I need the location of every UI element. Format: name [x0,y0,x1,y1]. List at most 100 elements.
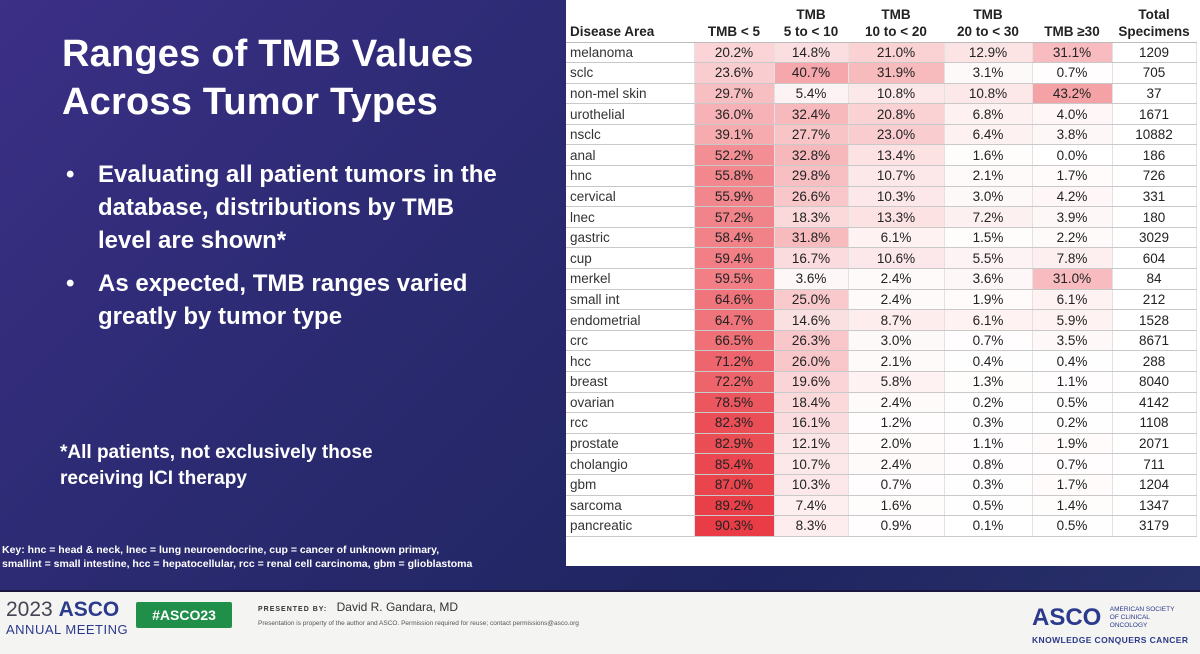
total-specimens-cell: 705 [1112,62,1197,84]
total-specimens-cell: 1671 [1112,103,1197,125]
tmb-percent-cell: 82.9% [694,433,775,455]
property-note: Presentation is property of the author a… [258,620,579,627]
tmb-percent-cell: 6.1% [944,309,1033,331]
disease-area-cell: pancreatic [566,515,695,537]
presented-by-label: PRESENTED BY: [258,606,328,613]
meeting-year: 2023 [6,598,53,621]
table-row: sclc 23.6% 40.7% 31.9% 3.1% 0.7% 705 [566,62,1197,84]
tmb-percent-cell: 1.1% [944,433,1033,455]
tagline: KNOWLEDGE CONQUERS CANCER [1032,635,1189,645]
table-row: gastric 58.4% 31.8% 6.1% 1.5% 2.2% 3029 [566,227,1197,249]
tmb-percent-cell: 10.8% [944,83,1033,105]
tmb-percent-cell: 10.3% [774,474,849,496]
tmb-percent-cell: 0.4% [944,350,1033,372]
total-specimens-cell: 2071 [1112,433,1197,455]
tmb-percent-cell: 21.0% [848,42,945,64]
table-row: merkel 59.5% 3.6% 2.4% 3.6% 31.0% 84 [566,268,1197,290]
table-row: hnc 55.8% 29.8% 10.7% 2.1% 1.7% 726 [566,165,1197,187]
table-column-header: TMB 10 to < 20 [848,0,944,43]
tmb-percent-cell: 8.3% [774,515,849,537]
total-specimens-cell: 37 [1112,83,1197,105]
tmb-percent-cell: 31.9% [848,62,945,84]
asco-logo-text: ASCO [1032,604,1102,631]
total-specimens-cell: 1108 [1112,412,1197,434]
tmb-percent-cell: 31.8% [774,227,849,249]
tmb-percent-cell: 1.7% [1032,165,1113,187]
table-row: anal 52.2% 32.8% 13.4% 1.6% 0.0% 186 [566,144,1197,167]
tmb-percent-cell: 0.5% [944,495,1033,517]
abbreviation-key-line-2: smallint = small intestine, hcc = hepato… [2,558,473,570]
total-specimens-cell: 84 [1112,268,1197,290]
meeting-brand: ASCO [58,598,120,621]
tmb-percent-cell: 10.3% [848,186,945,208]
disease-area-cell: lnec [566,206,695,228]
tmb-percent-cell: 6.1% [1032,289,1113,311]
total-specimens-cell: 186 [1112,144,1197,167]
table-row: cervical 55.9% 26.6% 10.3% 3.0% 4.2% 331 [566,186,1197,208]
tmb-percent-cell: 12.1% [774,433,849,455]
disease-area-cell: cholangio [566,453,695,475]
tmb-percent-cell: 31.1% [1032,42,1113,64]
column-header-bottom: 20 to < 30 [957,23,1019,39]
tmb-percent-cell: 6.1% [848,227,945,249]
total-specimens-cell: 604 [1112,247,1197,270]
tmb-percent-cell: 85.4% [694,453,775,475]
tmb-percent-cell: 10.7% [848,165,945,187]
disease-area-cell: breast [566,371,695,393]
tmb-percent-cell: 2.4% [848,392,945,414]
tmb-percent-cell: 43.2% [1032,83,1113,105]
tmb-percent-cell: 1.2% [848,412,945,434]
tmb-percent-cell: 2.1% [944,165,1033,187]
tmb-percent-cell: 0.7% [944,330,1033,352]
table-row: ovarian 78.5% 18.4% 2.4% 0.2% 0.5% 4142 [566,392,1197,414]
tmb-percent-cell: 7.4% [774,495,849,517]
tmb-percent-cell: 23.6% [694,62,775,84]
column-header-top: TMB [973,6,1003,22]
slide-title-line-1: Ranges of TMB Values [62,33,474,75]
tmb-table: Disease Area TMB < 5 TMB 5 to < 10 TMB 10 to … [566,0,1197,537]
tmb-percent-cell: 0.7% [1032,453,1113,475]
tmb-percent-cell: 16.7% [774,247,849,270]
table-row: breast 72.2% 19.6% 5.8% 1.3% 1.1% 8040 [566,371,1197,393]
total-specimens-cell: 1347 [1112,495,1197,517]
table-row: cup 59.4% 16.7% 10.6% 5.5% 7.8% 604 [566,247,1197,270]
tmb-percent-cell: 0.0% [1032,144,1113,167]
tmb-percent-cell: 59.5% [694,268,775,290]
tmb-percent-cell: 4.2% [1032,186,1113,208]
tmb-percent-cell: 1.1% [1032,371,1113,393]
tmb-percent-cell: 29.8% [774,165,849,187]
tmb-percent-cell: 27.7% [774,124,849,146]
tmb-percent-cell: 71.2% [694,350,775,372]
column-header-bottom: TMB ≥30 [1044,23,1100,39]
disease-area-cell: merkel [566,268,695,290]
tmb-percent-cell: 5.4% [774,83,849,105]
tmb-percent-cell: 7.2% [944,206,1033,228]
tmb-percent-cell: 1.6% [848,495,945,517]
total-specimens-cell: 288 [1112,350,1197,372]
tmb-percent-cell: 6.8% [944,103,1033,125]
table-row: lnec 57.2% 18.3% 13.3% 7.2% 3.9% 180 [566,206,1197,228]
tmb-percent-cell: 0.5% [1032,515,1113,537]
slide-footer: 2023 ASCO ANNUAL MEETING #ASCO23 PRESENT… [0,592,1200,654]
tmb-percent-cell: 3.1% [944,62,1033,84]
tmb-percent-cell: 3.5% [1032,330,1113,352]
disease-area-cell: gbm [566,474,695,496]
total-specimens-cell: 4142 [1112,392,1197,414]
table-row: endometrial 64.7% 14.6% 8.7% 6.1% 5.9% 1528 [566,309,1197,331]
tmb-percent-cell: 3.0% [944,186,1033,208]
footnote: *All patients, not exclusively those rec… [60,442,373,489]
tmb-percent-cell: 8.7% [848,309,945,331]
tmb-percent-cell: 3.0% [848,330,945,352]
disease-area-cell: nsclc [566,124,695,146]
tmb-percent-cell: 18.4% [774,392,849,414]
tmb-percent-cell: 57.2% [694,206,775,228]
tmb-percent-cell: 10.6% [848,247,945,270]
tmb-percent-cell: 89.2% [694,495,775,517]
tmb-percent-cell: 3.6% [774,268,849,290]
disease-area-cell: endometrial [566,309,695,331]
bullet-item: • Evaluating all patient tumors in the d… [62,158,502,257]
tmb-percent-cell: 5.8% [848,371,945,393]
slide-background: Ranges of TMB Values Across Tumor Types … [0,0,1200,590]
table-row: small int 64.6% 25.0% 2.4% 1.9% 6.1% 212 [566,289,1197,311]
tmb-percent-cell: 39.1% [694,124,775,146]
